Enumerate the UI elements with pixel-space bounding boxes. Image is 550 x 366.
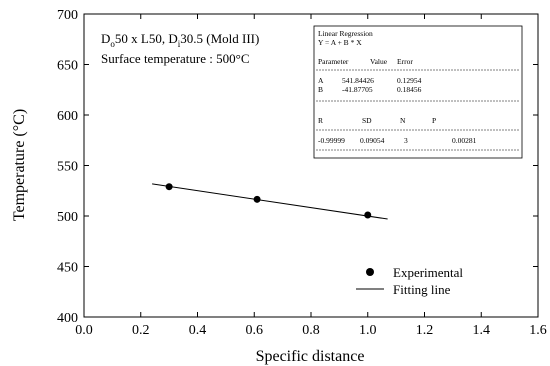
regression-row-a-value: 541.84426 <box>342 76 374 85</box>
regression-header-parameter: Parameter <box>318 57 349 66</box>
regression-stat-header-p: P <box>432 116 436 125</box>
mold-annotation: Do50 x L50, Di30.5 (Mold III) <box>101 31 259 49</box>
regression-row-b-name: B <box>318 85 323 94</box>
x-tick-label: 0.0 <box>75 323 93 338</box>
y-axis-ticks: 400 450 500 550 600 650 700 <box>57 8 538 326</box>
legend-label-experimental: Experimental <box>393 265 463 280</box>
surface-temperature-annotation: Surface temperature : 500°C <box>101 51 250 66</box>
x-axis-ticks: 0.0 0.2 0.4 0.6 0.8 1.0 1.2 1.4 1.6 <box>75 14 547 338</box>
legend-marker-experimental <box>366 268 374 276</box>
regression-stat-header-sd: SD <box>362 116 372 125</box>
x-tick-label: 0.2 <box>132 323 150 338</box>
y-axis-title: Temperature (°C) <box>11 109 28 221</box>
regression-stat-sd: 0.09054 <box>360 136 385 145</box>
x-tick-label: 1.0 <box>359 323 377 338</box>
y-tick-label: 650 <box>57 59 78 74</box>
regression-row-a-name: A <box>318 76 324 85</box>
regression-title: Linear Regression <box>318 29 373 38</box>
x-tick-label: 0.6 <box>246 323 264 338</box>
y-tick-label: 600 <box>57 109 78 124</box>
regression-row-a-error: 0.12954 <box>397 76 422 85</box>
x-tick-label: 1.6 <box>529 323 547 338</box>
regression-equation: Y = A + B * X <box>318 38 362 47</box>
fitting-line <box>152 183 388 220</box>
regression-stat-n: 3 <box>404 136 408 145</box>
y-tick-label: 700 <box>57 8 78 23</box>
legend: Experimental Fitting line <box>356 265 463 297</box>
data-marks <box>152 183 388 220</box>
x-tick-label: 0.8 <box>302 323 320 338</box>
experimental-point <box>364 211 372 219</box>
regression-row-b-error: 0.18456 <box>397 85 422 94</box>
regression-stat-p: 0.00281 <box>452 136 477 145</box>
x-tick-label: 0.4 <box>189 323 207 338</box>
y-tick-label: 400 <box>57 311 78 326</box>
experimental-point <box>253 195 261 203</box>
y-tick-label: 500 <box>57 210 78 225</box>
regression-stat-r: -0.99999 <box>318 136 345 145</box>
y-tick-label: 450 <box>57 261 78 276</box>
y-tick-label: 550 <box>57 160 78 175</box>
regression-header-error: Error <box>397 57 413 66</box>
x-tick-label: 1.2 <box>416 323 434 338</box>
regression-stat-header-n: N <box>400 116 406 125</box>
regression-row-b-value: -41.87705 <box>342 85 373 94</box>
regression-header-value: Value <box>370 57 388 66</box>
x-axis-title: Specific distance <box>256 348 365 365</box>
legend-label-fitting: Fitting line <box>393 282 451 297</box>
regression-stat-header-r: R <box>318 116 323 125</box>
experimental-point <box>165 183 173 191</box>
x-tick-label: 1.4 <box>473 323 491 338</box>
regression-box-frame <box>313 25 523 159</box>
regression-box: Linear Regression Y = A + B * X Paramete… <box>313 25 523 159</box>
